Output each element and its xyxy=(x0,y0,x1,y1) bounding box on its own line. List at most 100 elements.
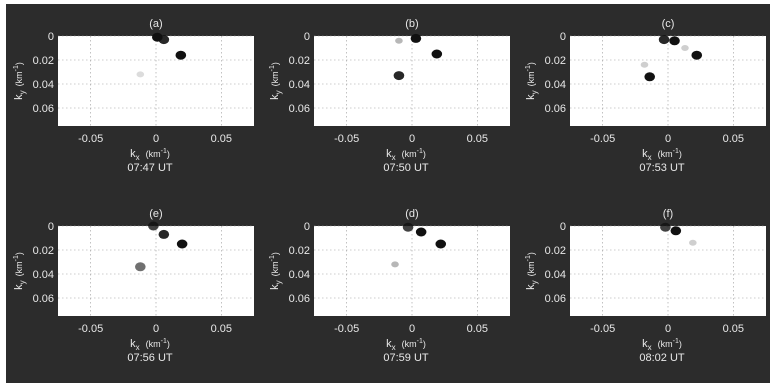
y-tick-label: 0.06 xyxy=(33,293,54,305)
y-axis-label: ky(km-1) xyxy=(525,252,539,290)
x-tick-label: 0 xyxy=(153,133,159,145)
panel-label: (f) xyxy=(663,208,673,220)
y-axis-label: ky(km-1) xyxy=(13,252,27,290)
y-tick-label: 0.02 xyxy=(33,55,54,67)
data-point xyxy=(689,239,697,246)
data-point xyxy=(670,226,682,236)
time-label: 08:02 UT xyxy=(639,352,685,364)
panel-label: (e) xyxy=(149,208,162,220)
chart-panel-3: (c) -0.05 0 0.05 0 0.02 0.04 0.06 kx (km-1) ky(km-… xyxy=(518,4,770,190)
x-tick-label: 0 xyxy=(153,323,159,335)
chart-panel-4: (e) -0.05 0 0.05 0 0.02 0.04 0.06 kx (km-1) ky(km-… xyxy=(6,194,258,380)
y-tick-label: 0.02 xyxy=(545,55,566,67)
chart-svg: (a) -0.05 0 0.05 0 0.02 0.04 0.06 kx (km-1) ky(km-… xyxy=(13,18,254,174)
x-tick-label: 0 xyxy=(409,133,415,145)
chart-panel-5: (d) -0.05 0 0.05 0 0.02 0.04 0.06 kx (km-1) ky(km-… xyxy=(262,194,514,380)
chart-panel-1: (a) -0.05 0 0.05 0 0.02 0.04 0.06 kx (km-1) ky(km-… xyxy=(6,4,258,190)
data-point xyxy=(402,222,414,232)
x-tick-label: 0.05 xyxy=(467,323,488,335)
y-tick-label: 0.02 xyxy=(33,245,54,257)
y-tick-label: 0.02 xyxy=(289,245,310,257)
data-point xyxy=(391,261,399,268)
y-tick-label: 0 xyxy=(304,221,310,233)
y-tick-label: 0 xyxy=(48,31,54,43)
data-point xyxy=(691,50,703,60)
y-tick-label: 0 xyxy=(560,221,566,233)
time-label: 07:56 UT xyxy=(127,352,173,364)
y-tick-label: 0.04 xyxy=(545,79,566,91)
time-label: 07:50 UT xyxy=(383,162,429,174)
y-tick-label: 0.04 xyxy=(33,79,54,91)
chart-svg: (e) -0.05 0 0.05 0 0.02 0.04 0.06 kx (km-1) ky(km-… xyxy=(13,208,254,364)
data-point xyxy=(644,72,656,82)
y-tick-label: 0.04 xyxy=(289,79,310,91)
chart-panel-2: (b) -0.05 0 0.05 0 0.02 0.04 0.06 kx (km-1) ky(km-… xyxy=(262,4,514,190)
data-point xyxy=(658,35,670,45)
chart-panel-6: (f) -0.05 0 0.05 0 0.02 0.04 0.06 kx (km-1) ky(km-… xyxy=(518,194,770,380)
x-tick-label: -0.05 xyxy=(78,323,103,335)
y-axis-label: ky(km-1) xyxy=(269,62,283,100)
data-point xyxy=(435,239,447,249)
data-point xyxy=(176,239,188,249)
x-tick-label: 0.05 xyxy=(723,323,744,335)
y-tick-label: 0.02 xyxy=(545,245,566,257)
x-tick-label: 0.05 xyxy=(723,133,744,145)
time-label: 07:47 UT xyxy=(127,162,173,174)
data-point xyxy=(136,71,145,78)
x-axis-label: kx (km-1) xyxy=(386,148,426,162)
x-tick-label: -0.05 xyxy=(590,323,615,335)
panel-label: (b) xyxy=(405,18,418,30)
data-point xyxy=(395,37,403,44)
y-tick-label: 0.04 xyxy=(33,269,54,281)
data-point xyxy=(158,229,170,239)
y-axis-label: ky(km-1) xyxy=(525,62,539,100)
y-tick-label: 0.06 xyxy=(545,293,566,305)
x-tick-label: 0.05 xyxy=(211,133,232,145)
x-axis-label: kx (km-1) xyxy=(386,338,426,352)
data-point xyxy=(660,222,671,232)
x-axis-label: kx (km-1) xyxy=(642,338,682,352)
panel-label: (c) xyxy=(662,18,675,30)
data-point xyxy=(681,45,689,51)
y-tick-label: 0.04 xyxy=(289,269,310,281)
chart-svg: (b) -0.05 0 0.05 0 0.02 0.04 0.06 kx (km-1) ky(km-… xyxy=(269,18,510,174)
x-tick-label: -0.05 xyxy=(590,133,615,145)
y-tick-label: 0 xyxy=(304,31,310,43)
x-tick-label: 0.05 xyxy=(467,133,488,145)
data-point xyxy=(669,36,680,46)
y-axis-label: ky(km-1) xyxy=(13,62,27,100)
data-point xyxy=(175,50,187,60)
x-axis-label: kx (km-1) xyxy=(642,148,682,162)
chart-svg: (c) -0.05 0 0.05 0 0.02 0.04 0.06 kx (km-1) ky(km-… xyxy=(525,18,766,174)
data-point xyxy=(135,262,146,272)
data-point xyxy=(393,71,405,81)
data-point xyxy=(640,61,649,68)
x-tick-label: -0.05 xyxy=(334,133,359,145)
y-axis-label: ky(km-1) xyxy=(269,252,283,290)
data-point xyxy=(148,221,159,231)
y-tick-label: 0.06 xyxy=(545,103,566,115)
data-point xyxy=(158,35,170,45)
chart-svg: (f) -0.05 0 0.05 0 0.02 0.04 0.06 kx (km-1) ky(km-… xyxy=(525,208,766,364)
y-tick-label: 0.06 xyxy=(289,103,310,115)
data-point xyxy=(410,33,422,43)
x-tick-label: 0 xyxy=(665,133,671,145)
x-tick-label: 0.05 xyxy=(211,323,232,335)
x-tick-label: -0.05 xyxy=(334,323,359,335)
y-tick-label: 0.04 xyxy=(545,269,566,281)
figure-panel-grid: (a) -0.05 0 0.05 0 0.02 0.04 0.06 kx (km-1) ky(km-… xyxy=(6,4,770,383)
panel-label: (a) xyxy=(149,18,162,30)
x-axis-label: kx (km-1) xyxy=(130,148,170,162)
y-tick-label: 0.06 xyxy=(33,103,54,115)
y-tick-label: 0.02 xyxy=(289,55,310,67)
x-tick-label: -0.05 xyxy=(78,133,103,145)
data-point xyxy=(431,49,443,59)
panel-label: (d) xyxy=(405,208,418,220)
y-tick-label: 0 xyxy=(560,31,566,43)
chart-svg: (d) -0.05 0 0.05 0 0.02 0.04 0.06 kx (km-1) ky(km-… xyxy=(269,208,510,364)
x-tick-label: 0 xyxy=(409,323,415,335)
time-label: 07:53 UT xyxy=(639,162,685,174)
y-tick-label: 0 xyxy=(48,221,54,233)
data-point xyxy=(415,227,427,237)
y-tick-label: 0.06 xyxy=(289,293,310,305)
